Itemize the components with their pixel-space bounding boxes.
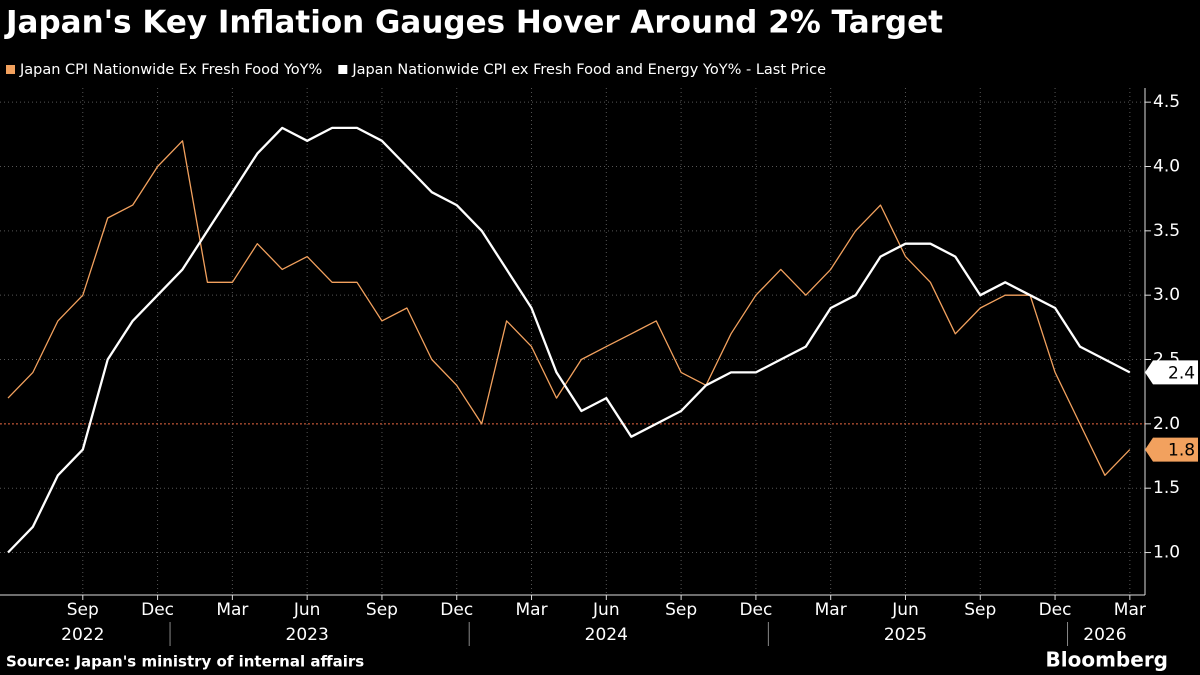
y-tick-label: 4.5: [1153, 92, 1180, 112]
x-tick-label: Dec: [440, 600, 473, 620]
series-line: [7, 126, 1131, 554]
x-year-label: 2024: [585, 625, 628, 645]
x-tick-label: Jun: [891, 600, 919, 620]
y-tick-label: 1.5: [1153, 478, 1180, 498]
x-year-label: 2025: [884, 625, 927, 645]
legend-swatch: [338, 65, 348, 74]
last-price-box: [1145, 360, 1198, 385]
x-tick-label: Mar: [515, 600, 547, 620]
y-tick-label: 2.0: [1153, 414, 1180, 434]
x-year-label: 2026: [1083, 625, 1126, 645]
last-price-label: 2.4: [1168, 363, 1195, 383]
x-tick-label: Jun: [293, 600, 321, 620]
x-tick-label: Sep: [665, 600, 697, 620]
series-line: [7, 140, 1131, 476]
y-tick-label: 1.0: [1153, 543, 1180, 563]
x-year-label: 2022: [61, 625, 104, 645]
y-tick-label: 3.0: [1153, 285, 1180, 305]
brand: Bloomberg: [1046, 648, 1168, 672]
x-tick-label: Sep: [67, 600, 99, 620]
x-tick-label: Mar: [815, 600, 847, 620]
last-price-box: [1145, 437, 1198, 462]
x-tick-label: Mar: [216, 600, 248, 620]
legend-swatch: [6, 65, 15, 74]
x-year-label: 2023: [286, 625, 329, 645]
y-tick-label: 3.5: [1153, 221, 1180, 241]
y-tick-label: 4.0: [1153, 156, 1180, 176]
x-tick-label: Sep: [964, 600, 996, 620]
x-tick-label: Dec: [1039, 600, 1072, 620]
x-tick-label: Dec: [739, 600, 772, 620]
x-tick-label: Mar: [1114, 600, 1146, 620]
legend-label: Japan CPI Nationwide Ex Fresh Food YoY%: [19, 62, 322, 78]
last-price-label: 1.8: [1168, 441, 1195, 461]
x-tick-label: Jun: [592, 600, 620, 620]
source: Source: Japan's ministry of internal aff…: [6, 653, 364, 671]
x-tick-label: Dec: [141, 600, 174, 620]
x-tick-label: Sep: [366, 600, 398, 620]
legend-label: Japan Nationwide CPI ex Fresh Food and E…: [351, 62, 826, 78]
chart-title: Japan's Key Inflation Gauges Hover Aroun…: [4, 5, 943, 41]
